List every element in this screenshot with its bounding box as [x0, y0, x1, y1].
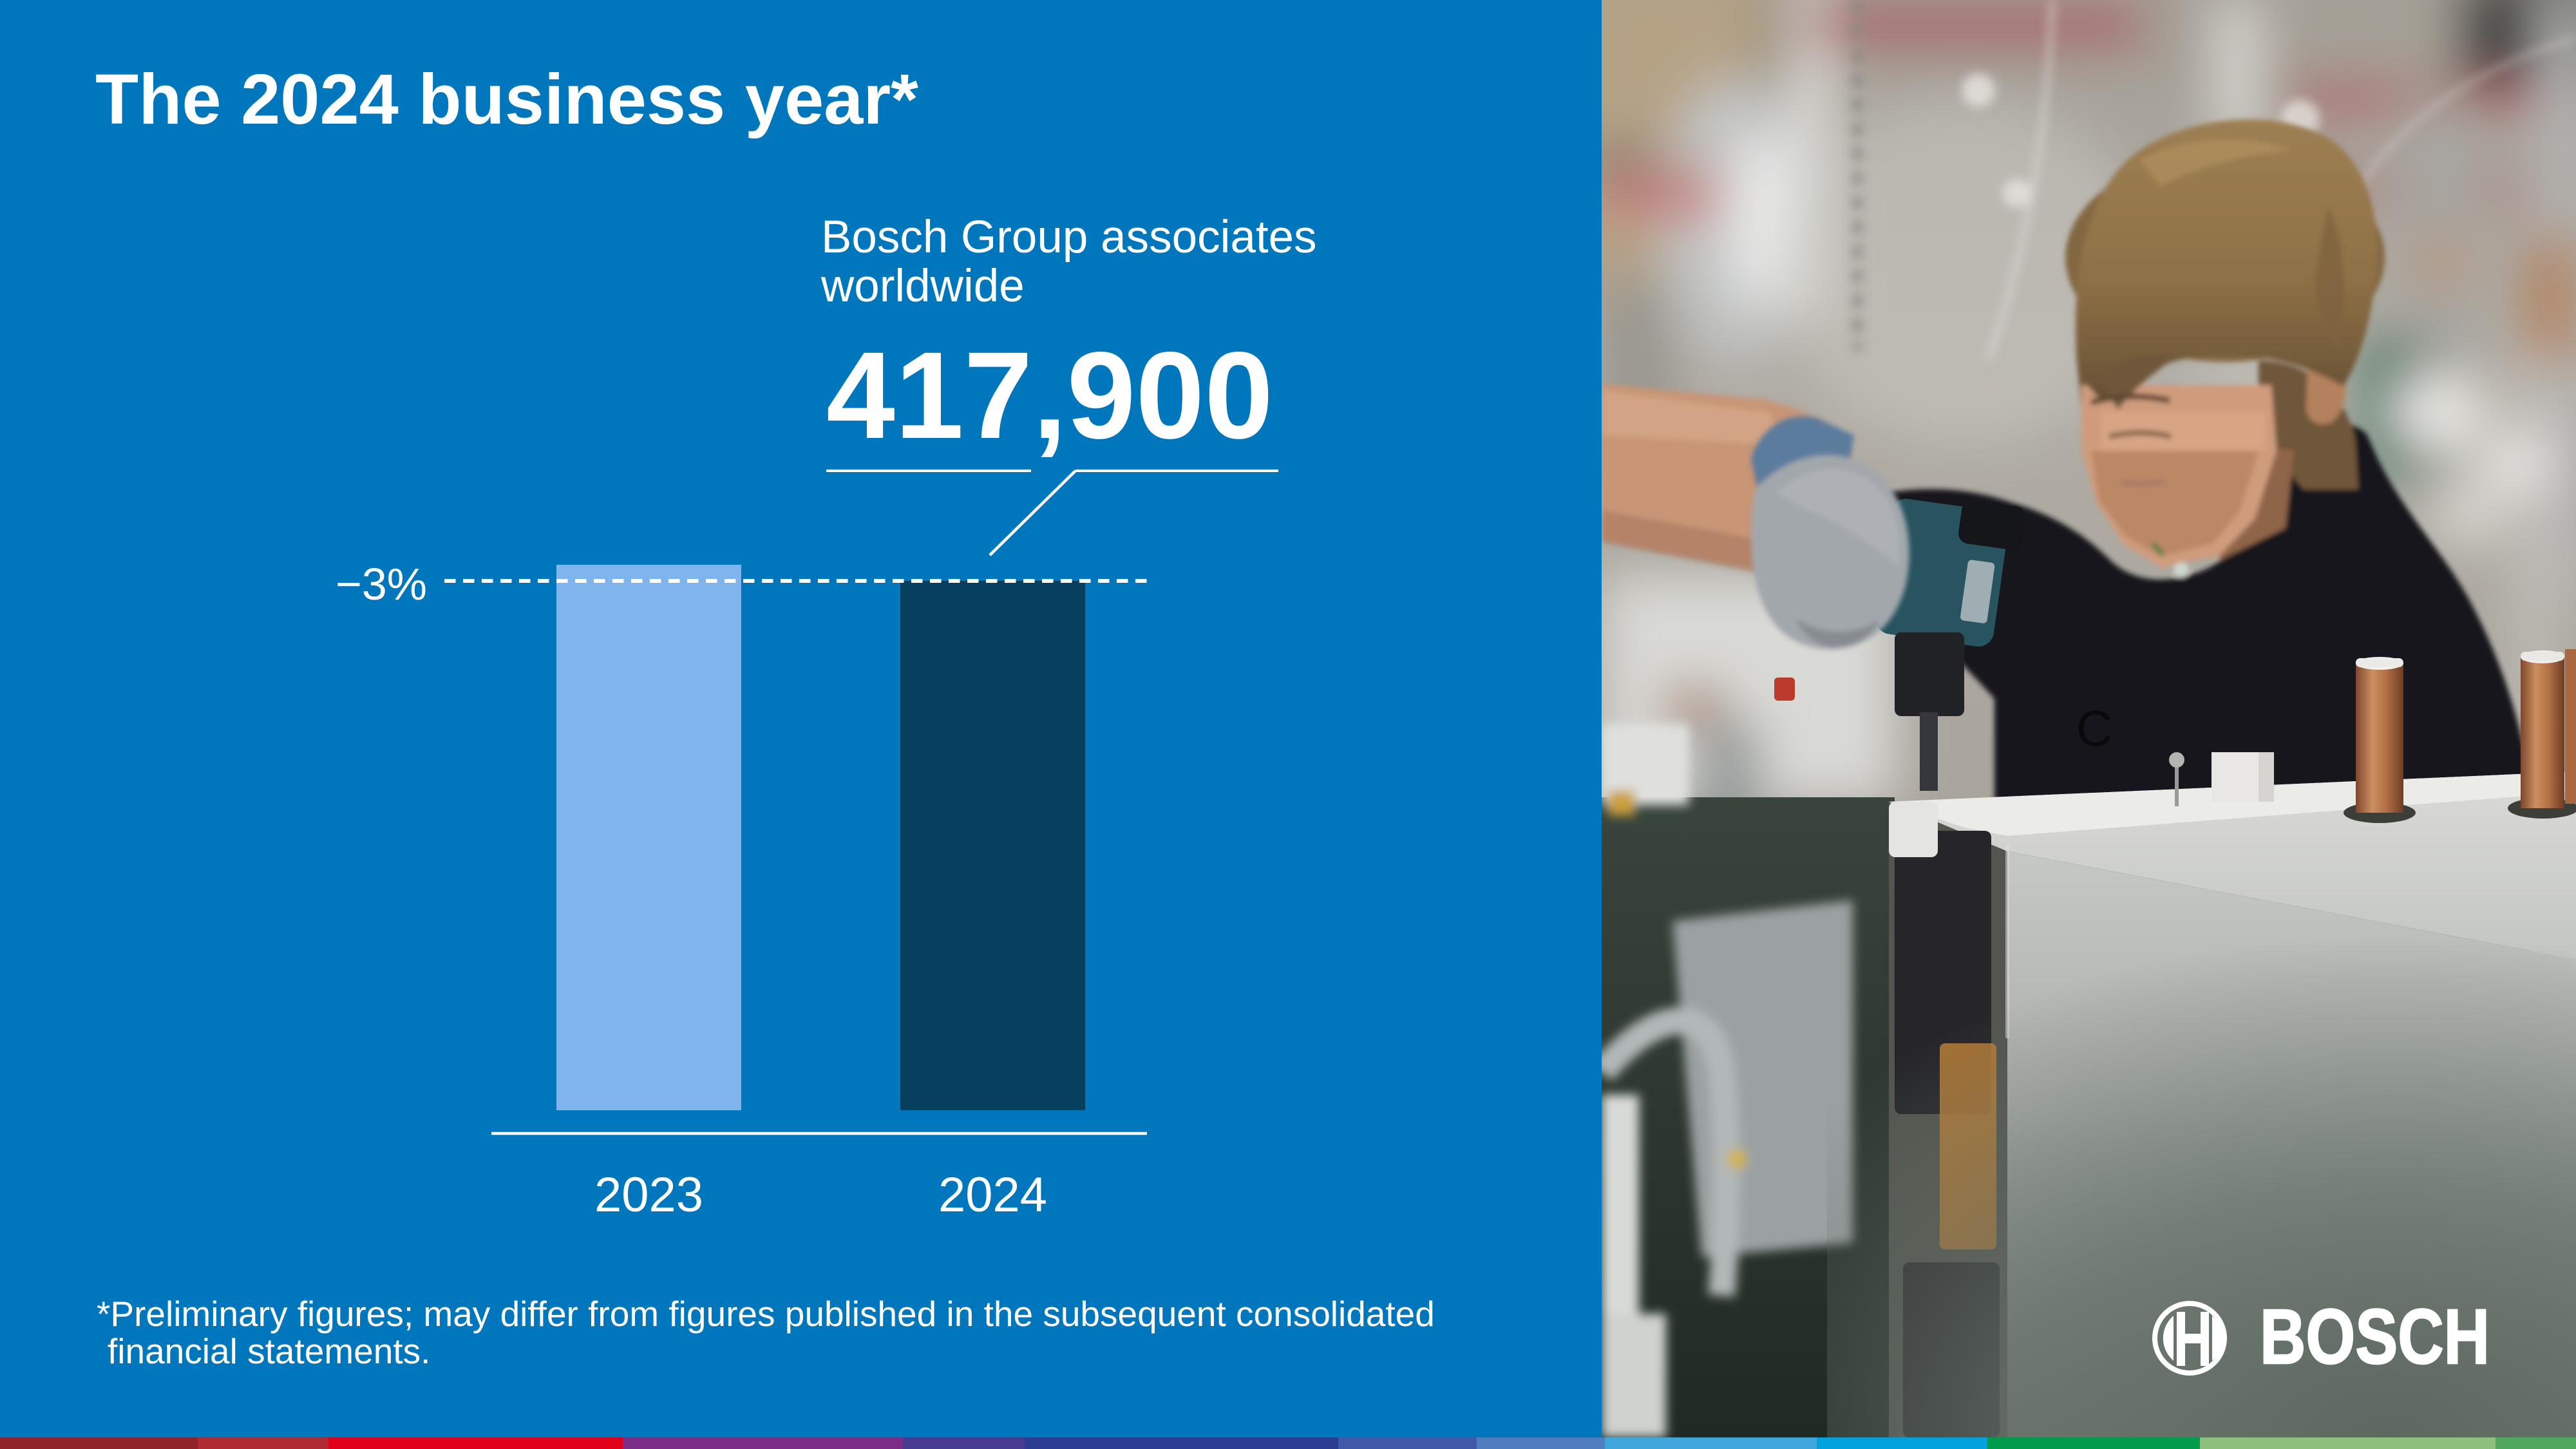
- svg-text:C: C: [2076, 700, 2112, 757]
- svg-text:BOSCH: BOSCH: [2260, 1293, 2490, 1380]
